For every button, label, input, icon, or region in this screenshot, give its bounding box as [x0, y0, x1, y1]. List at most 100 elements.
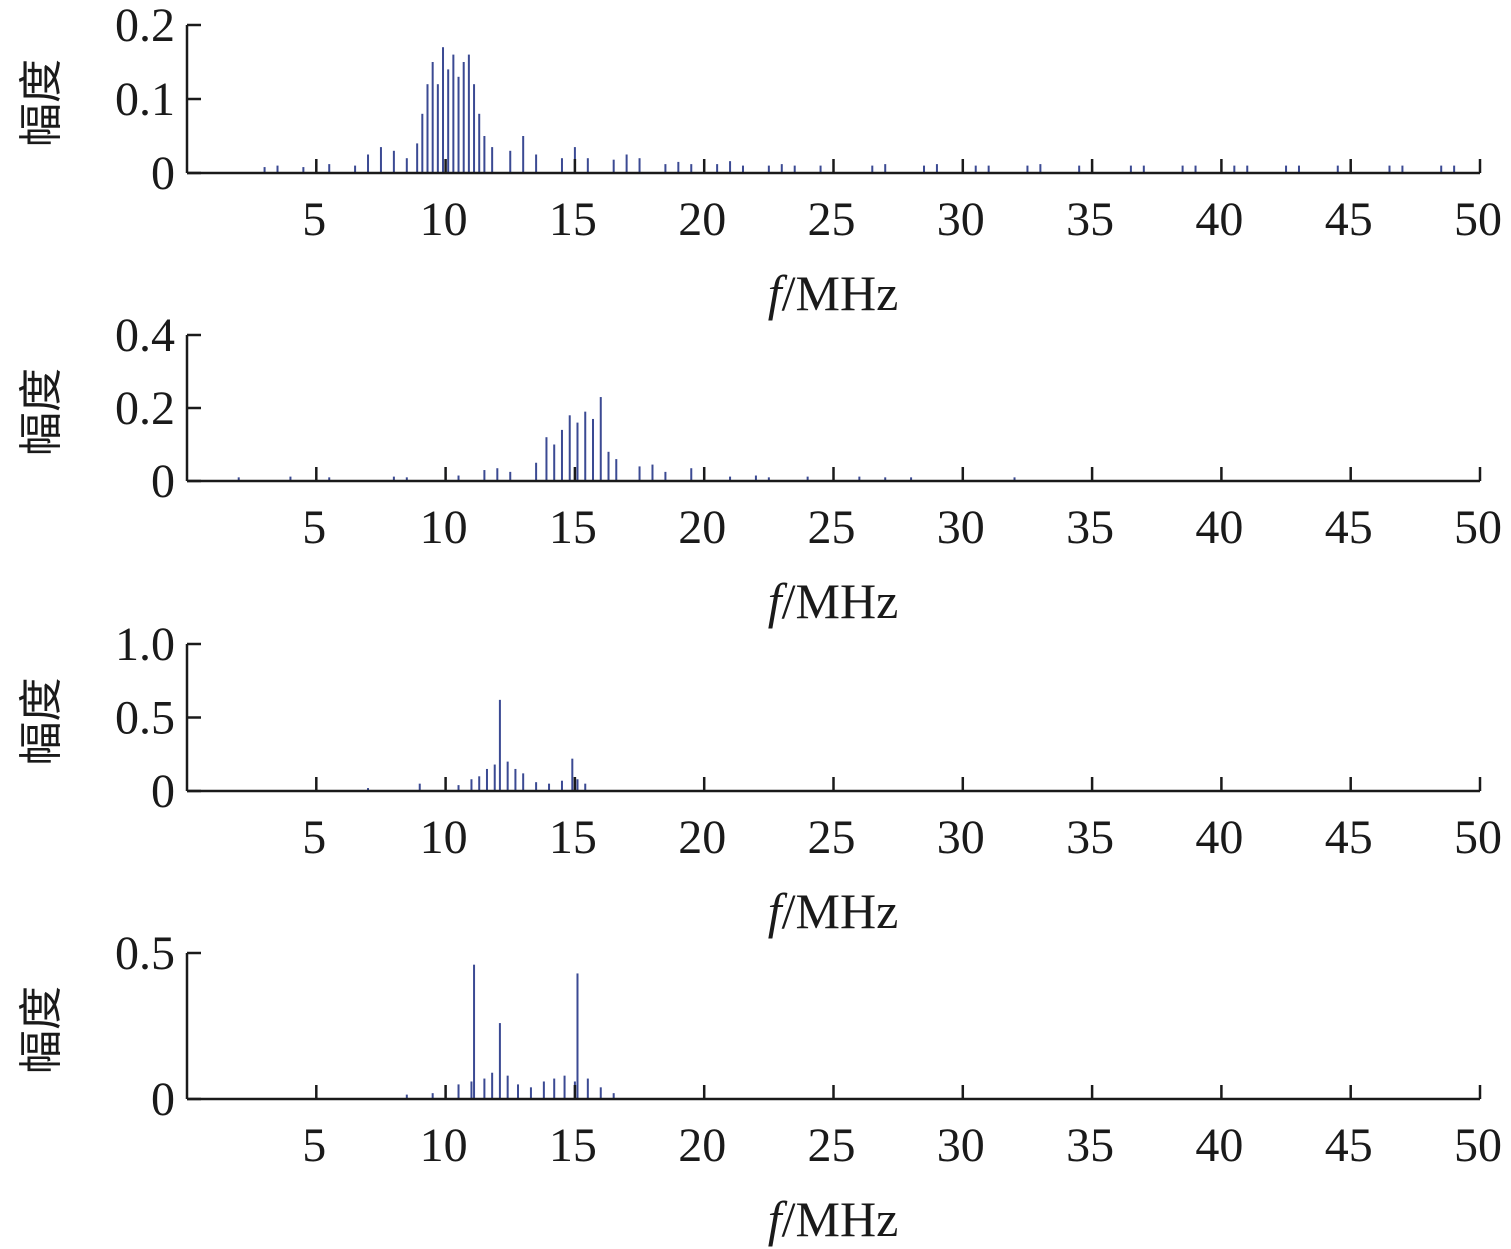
x-tick-label: 20 — [678, 1119, 726, 1172]
bar — [535, 154, 538, 173]
bar — [506, 761, 509, 791]
bar — [392, 150, 395, 173]
bar — [467, 54, 470, 173]
x-tick-label: 25 — [808, 501, 856, 554]
bar — [780, 164, 783, 173]
bar — [1181, 165, 1184, 173]
bar — [328, 164, 331, 173]
bar — [690, 468, 693, 481]
x-tick-label: 5 — [302, 1119, 326, 1172]
bar — [638, 158, 641, 173]
bar — [1246, 165, 1249, 173]
bar — [592, 418, 595, 481]
bar — [560, 158, 563, 173]
x-tick-label: 45 — [1325, 1119, 1373, 1172]
bar — [416, 143, 419, 173]
y-tick-label: 0 — [151, 1073, 175, 1126]
bar — [302, 167, 305, 173]
y-tick-label: 0.4 — [115, 309, 175, 362]
bar — [664, 471, 667, 481]
x-axis-label: f/MHz — [768, 883, 899, 939]
bar — [806, 476, 809, 481]
bar — [457, 76, 460, 173]
bar — [542, 1081, 545, 1099]
x-axis-label-unit: /MHz — [782, 883, 899, 939]
bar — [478, 113, 481, 173]
x-tick-label: 30 — [937, 811, 985, 864]
chart-panel-2: 5 10 15 20 25 30 35 40 45 50 0 0.2 0.4 幅度 f/MHz — [16, 309, 1502, 629]
bar — [457, 785, 460, 791]
x-axis-label-unit: /MHz — [782, 573, 899, 629]
y-tick-label: 0.5 — [115, 692, 175, 745]
bar — [421, 113, 424, 173]
bar — [584, 411, 587, 481]
x-tick-label: 40 — [1195, 811, 1243, 864]
x-axis-label: f/MHz — [768, 1191, 899, 1247]
bar — [1453, 165, 1456, 173]
bar — [793, 165, 796, 173]
x-tick-label: 35 — [1066, 811, 1114, 864]
bar — [498, 699, 501, 791]
x-tick-label: 20 — [678, 501, 726, 554]
x-tick-label: 30 — [937, 1119, 985, 1172]
x-tick-label: 50 — [1454, 193, 1502, 246]
x-tick-label: 30 — [937, 193, 985, 246]
y-tick-label: 1.0 — [115, 618, 175, 671]
bar — [586, 1078, 589, 1099]
x-tick-label: 10 — [420, 811, 468, 864]
bar — [716, 164, 719, 173]
bar — [470, 1081, 473, 1099]
x-tick-label: 25 — [808, 193, 856, 246]
bar — [586, 158, 589, 173]
bar — [1078, 165, 1081, 173]
bar — [491, 147, 494, 173]
bar — [1336, 165, 1339, 173]
chart-panel-3: 5 10 15 20 25 30 35 40 45 50 0 0.5 1.0 幅度 f/MHz — [16, 618, 1502, 939]
bar — [514, 768, 517, 791]
bar — [638, 466, 641, 481]
bar — [754, 475, 757, 481]
bar — [506, 1075, 509, 1099]
series-1 — [263, 47, 1456, 174]
bar — [584, 783, 587, 791]
bar — [576, 973, 579, 1099]
bar — [263, 167, 266, 173]
bar — [509, 150, 512, 173]
bar — [483, 136, 486, 173]
y-tick-label: 0.2 — [115, 382, 175, 435]
bar — [545, 437, 548, 481]
x-tick-label: 15 — [549, 193, 597, 246]
x-tick-label: 50 — [1454, 501, 1502, 554]
bar — [553, 1078, 556, 1099]
bar — [426, 84, 429, 173]
bar — [405, 158, 408, 173]
bar — [328, 477, 331, 481]
bar — [615, 459, 618, 481]
bar — [462, 62, 465, 173]
y-axis-label: 幅度 — [16, 986, 67, 1074]
x-tick-label: 5 — [302, 193, 326, 246]
bar — [535, 462, 538, 481]
bar — [473, 964, 476, 1099]
bar — [457, 475, 460, 481]
bar — [819, 165, 822, 173]
bar — [1388, 165, 1391, 173]
bar — [392, 476, 395, 481]
bar — [560, 429, 563, 481]
bar — [729, 161, 732, 173]
bar — [478, 776, 481, 791]
x-tick-label: 45 — [1325, 501, 1373, 554]
bar — [884, 164, 887, 173]
bar — [1026, 165, 1029, 173]
x-tick-label: 35 — [1066, 193, 1114, 246]
bar — [1129, 165, 1132, 173]
x-tick-label: 25 — [808, 1119, 856, 1172]
bar — [974, 165, 977, 173]
x-tick-label: 20 — [678, 811, 726, 864]
bar — [276, 165, 279, 173]
x-tick-label: 40 — [1195, 501, 1243, 554]
bar — [447, 69, 450, 173]
bar — [677, 161, 680, 173]
bar — [483, 470, 486, 481]
bar — [884, 477, 887, 481]
